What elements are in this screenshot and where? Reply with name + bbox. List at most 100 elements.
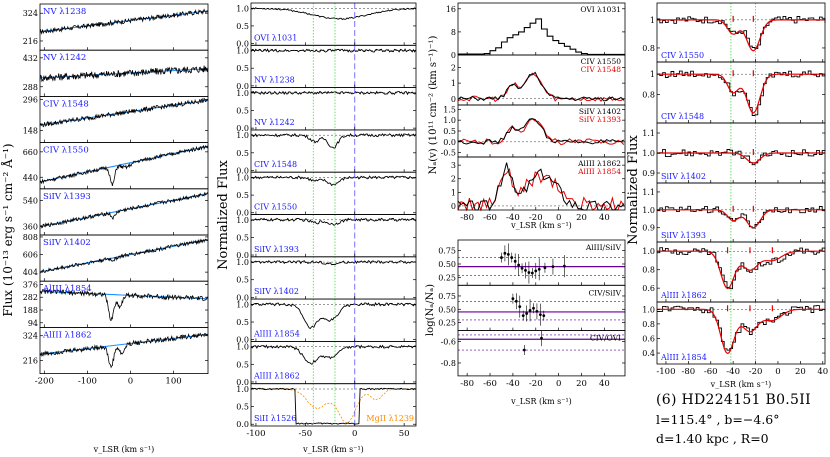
ratio-point bbox=[543, 266, 547, 270]
y-tick-label: 8 bbox=[451, 28, 456, 37]
y-tick-label: 0.25 bbox=[438, 319, 456, 328]
flux-spectrum bbox=[39, 192, 209, 229]
y-tick-label: 0.0 bbox=[236, 166, 249, 175]
ratio-point bbox=[537, 267, 541, 271]
normflux-spectrum bbox=[250, 132, 417, 149]
ratio-point bbox=[538, 313, 542, 317]
y-tick-label: 0.5 bbox=[236, 318, 249, 327]
panel-label-2: MgII λ1239 bbox=[366, 414, 414, 423]
panel-label: CIV λ1550 bbox=[661, 51, 704, 60]
x-tick-label: -20 bbox=[529, 379, 543, 389]
flux-chart: 216 324 NV λ1238 288 432 NV λ1242 148 296 CIV λ1… bbox=[0, 3, 209, 454]
panel-label: AlIII λ1854 bbox=[660, 353, 707, 362]
y-tick-label: 0 bbox=[451, 51, 456, 60]
y-tick-label: 288 bbox=[23, 83, 38, 92]
ratio-point bbox=[530, 271, 534, 275]
y-tick-label: 0.0 bbox=[443, 138, 456, 147]
y-tick-label: 0.5 bbox=[443, 127, 456, 136]
y-tick-label: 0.8 bbox=[642, 44, 655, 53]
y-tick-label: 1.0 bbox=[443, 116, 456, 125]
red-profile bbox=[457, 118, 625, 146]
normflux-panel: 0.0 0.5 1.0 CIV λ1548 bbox=[236, 129, 417, 175]
ratio-point bbox=[518, 305, 522, 309]
y-tick-label: 0.6 bbox=[642, 334, 655, 343]
x-tick-label: -60 bbox=[483, 379, 497, 389]
normflux-spectrum bbox=[250, 387, 417, 425]
normflux-spectrum bbox=[250, 48, 417, 53]
ratio-point bbox=[520, 266, 524, 270]
y-tick-label: 188 bbox=[23, 306, 38, 315]
ratio-point bbox=[513, 259, 517, 263]
y-tick-label: 808 bbox=[23, 233, 38, 242]
x-tick-label: 20 bbox=[576, 213, 587, 223]
normflux-spectrum bbox=[250, 217, 417, 226]
ovi-step-profile bbox=[458, 18, 625, 55]
panel-label: SiIV λ1402 bbox=[661, 172, 706, 181]
ratio-point bbox=[522, 348, 526, 352]
normflux-panel: 0.0 0.5 1.0 OVI λ1031 bbox=[236, 2, 417, 49]
legend-entry: OVI λ1031 bbox=[580, 5, 621, 14]
panel-label: CIV λ1548 bbox=[254, 160, 297, 169]
flux-panel: 404 606 808 SiIV λ1402 bbox=[23, 233, 209, 282]
black-profile bbox=[457, 71, 625, 102]
y-tick-label: 0.5 bbox=[236, 107, 249, 116]
normflux-y-axis-label: Normalized Flux bbox=[216, 159, 231, 269]
black-profile bbox=[457, 118, 625, 145]
fits-y-axis-label: Normalized Flux bbox=[626, 134, 641, 244]
ratio-point bbox=[511, 297, 515, 301]
panel-label: SiIV λ1402 bbox=[43, 238, 91, 248]
x-tick-label: 0 bbox=[556, 379, 561, 389]
panel-label: CIV λ1550 bbox=[43, 146, 89, 156]
x-tick-label: 40 bbox=[817, 367, 828, 377]
ratio-point bbox=[551, 265, 555, 269]
ratio-point bbox=[503, 251, 507, 255]
fit-model bbox=[657, 19, 825, 52]
y-tick-label: 1.0 bbox=[236, 385, 249, 394]
star-info-block: (6) HD224151 B0.5II l=115.4° , b=−4.6° d… bbox=[656, 392, 830, 446]
normflux-panel: 0.0 0.5 1.0 AlIII λ1854 bbox=[236, 298, 417, 345]
ratio-panel: -0.8 -0.6 -80 -60 -40 -20 0 20 40 CIV/OVI bbox=[441, 330, 626, 389]
y-tick-label: -0.8 bbox=[441, 359, 456, 368]
y-tick-label: 0.5 bbox=[236, 276, 249, 285]
y-tick-label: 0.5 bbox=[236, 403, 249, 412]
panel-label: AlIII/SiIV bbox=[585, 243, 622, 252]
x-tick-label: 0 bbox=[775, 367, 780, 377]
panel-label: CIV/OVI bbox=[590, 334, 621, 343]
y-tick-label: 0.25 bbox=[438, 273, 456, 282]
ratio-point bbox=[542, 314, 546, 318]
fits-panel: 0.8 1 CIV λ1548 bbox=[642, 61, 826, 124]
x-tick-label: 0 bbox=[352, 429, 357, 439]
y-tick-label: -0.5 bbox=[441, 149, 456, 158]
y-tick-label: 0 bbox=[451, 95, 456, 104]
y-tick-label: 0.0 bbox=[236, 251, 249, 260]
panel-label: SiII λ1526 bbox=[254, 414, 296, 423]
ratio-point bbox=[527, 271, 531, 274]
normflux-panel: 0.0 0.5 1.0 SiIV λ1393 bbox=[236, 214, 417, 260]
y-tick-label: 0.5 bbox=[236, 360, 249, 369]
star-distance: d=1.40 kpc , R=0 bbox=[656, 431, 769, 446]
panel-label: AlIII λ1862 bbox=[660, 291, 707, 300]
panel-frame bbox=[457, 330, 626, 377]
panel-label: SiIV λ1393 bbox=[43, 192, 91, 202]
y-tick-label: 324 bbox=[23, 332, 38, 341]
y-tick-label: 1.0 bbox=[236, 258, 249, 267]
ratio-point bbox=[535, 310, 539, 313]
coldens-y-axis-label: Nₐ(v) (10¹¹ cm⁻² (km s⁻¹)⁻¹) bbox=[428, 36, 439, 175]
y-tick-label: 0.5 bbox=[236, 149, 249, 158]
panel-label: AlIII λ1862 bbox=[253, 372, 300, 381]
legend-entry: SiIV λ1393 bbox=[579, 115, 621, 124]
fit-model bbox=[657, 250, 825, 290]
panel-label: NV λ1238 bbox=[43, 7, 86, 17]
y-tick-label: 0.5 bbox=[236, 233, 249, 242]
legend-entry: AlIII λ1854 bbox=[577, 167, 621, 176]
y-tick-label: 1.0 bbox=[642, 247, 655, 256]
x-tick-label: -50 bbox=[298, 429, 312, 439]
x-tick-label: -20 bbox=[749, 367, 763, 377]
coldens-x-axis-label: v_LSR (km s⁻¹) bbox=[510, 221, 572, 230]
y-tick-label: 1.0 bbox=[642, 206, 655, 215]
flux-panel: 216 324 -200 -100 0 100 AlIII λ1862 bbox=[23, 326, 209, 387]
y-tick-label: 0.5 bbox=[236, 22, 249, 31]
flux-spectrum bbox=[39, 97, 209, 128]
ratio-panel: 0.25 0.50 0.75 CIV/SiIV bbox=[438, 284, 626, 331]
